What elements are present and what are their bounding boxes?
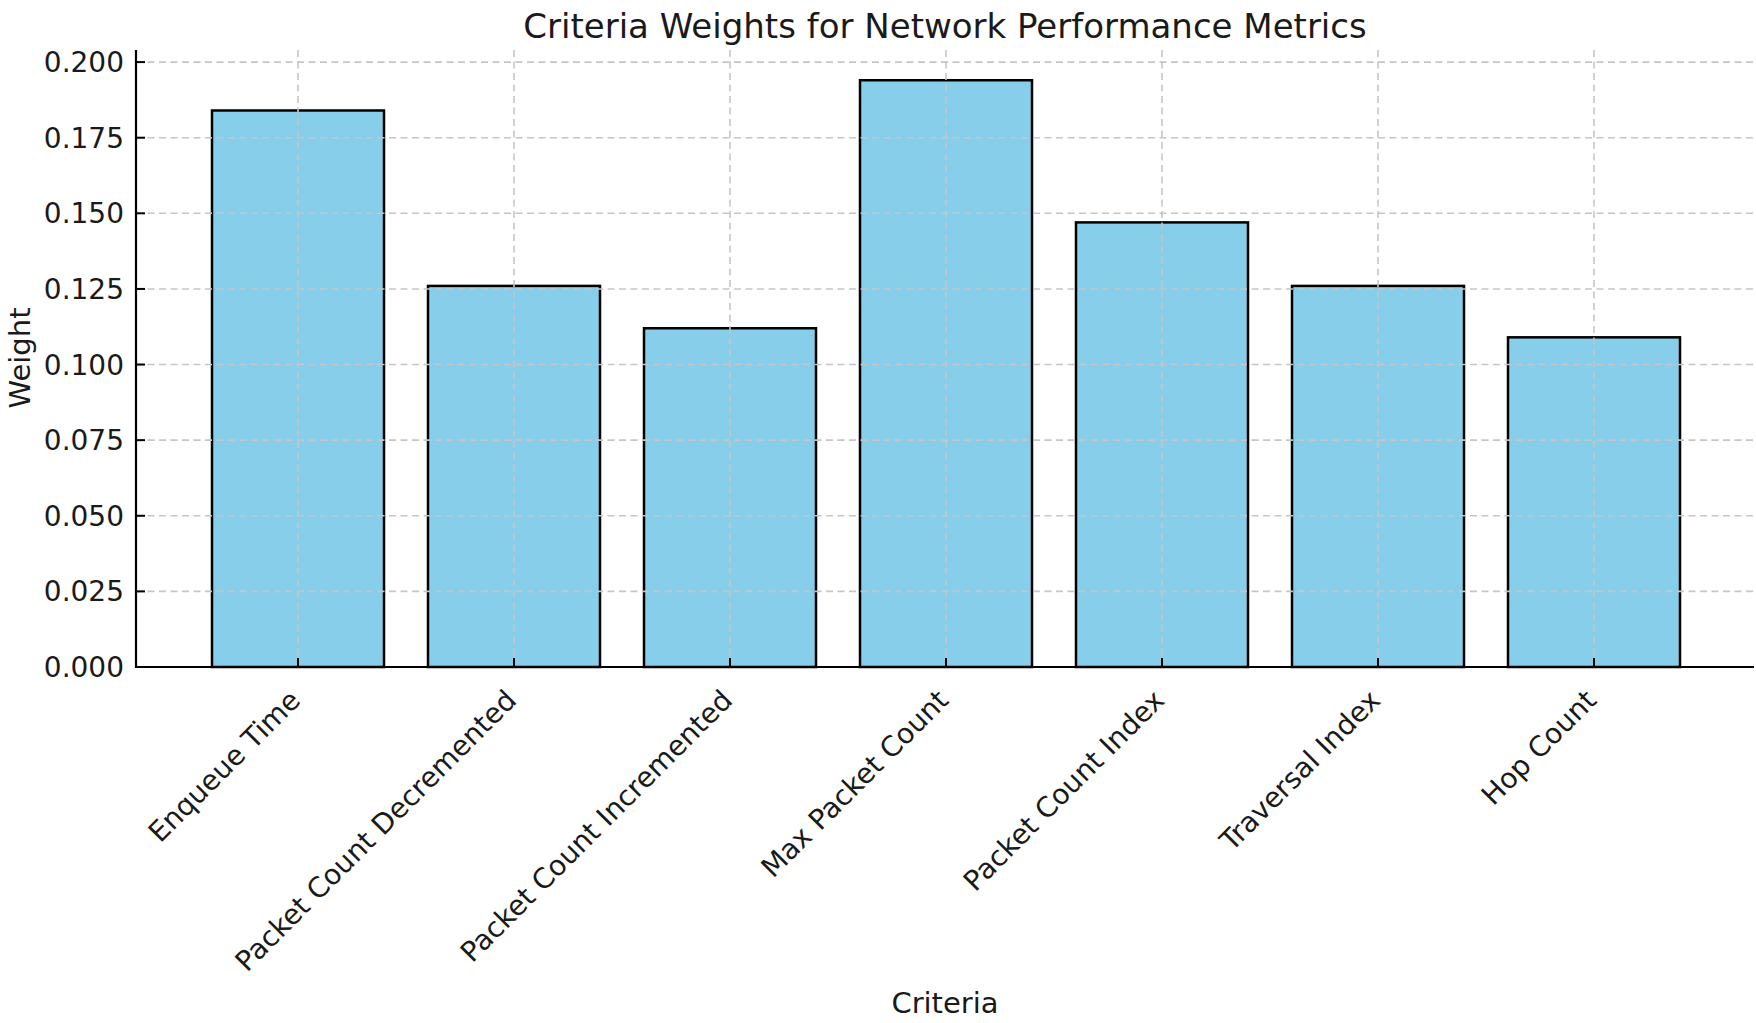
y-tick-label: 0.075 (44, 424, 124, 457)
y-tick-label: 0.000 (44, 651, 124, 684)
x-tick-label-hop-count: Hop Count (1475, 684, 1603, 812)
y-tick-label: 0.100 (44, 349, 124, 382)
x-tick-label-packet-count-index: Packet Count Index (957, 684, 1171, 898)
y-tick-label: 0.125 (44, 273, 124, 306)
chart-title: Criteria Weights for Network Performance… (523, 6, 1366, 46)
y-tick-label: 0.025 (44, 575, 124, 608)
figure: 0.000 0.025 0.050 0.075 0.100 0.125 0.150 0.175… (0, 0, 1756, 1023)
y-tick-label: 0.175 (44, 122, 124, 155)
x-axis-label: Criteria (891, 986, 998, 1020)
x-tick-label-enqueue-time: Enqueue Time (142, 684, 307, 849)
x-tick-label-traversal-index: Traversal Index (1213, 684, 1387, 858)
x-tick-labels-layer: Enqueue TimePacket Count DecrementedPack… (142, 684, 1603, 978)
y-tick-label: 0.150 (44, 197, 124, 230)
y-tick-label: 0.050 (44, 500, 124, 533)
bar-chart: 0.000 0.025 0.050 0.075 0.100 0.125 0.150 0.175… (0, 0, 1756, 1023)
y-axis-label: Weight (3, 307, 37, 408)
y-tick-labels-layer: 0.000 0.025 0.050 0.075 0.100 0.125 0.150 0.175… (44, 46, 124, 684)
x-tick-label-max-packet-count: Max Packet Count (755, 684, 955, 884)
y-tick-label: 0.200 (44, 46, 124, 79)
